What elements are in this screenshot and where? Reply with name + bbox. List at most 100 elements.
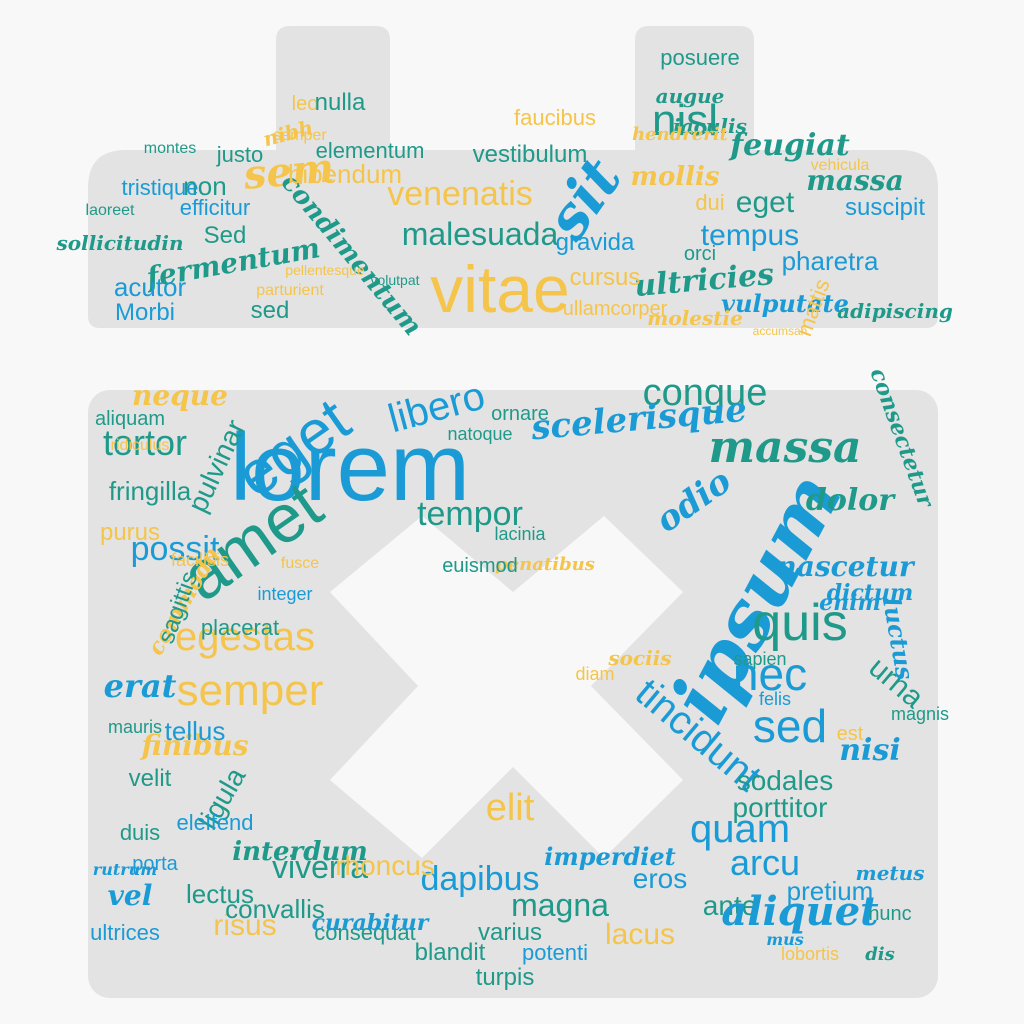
word-dis: dis <box>865 944 895 965</box>
word-interdum: interdum <box>232 837 368 867</box>
word-eget: eget <box>736 186 795 219</box>
word-venenatis: venenatis <box>387 175 533 213</box>
word-morbi: Morbi <box>115 299 175 326</box>
word-aliquet: aliquet <box>721 888 879 935</box>
word-fusce: fusce <box>281 555 319 572</box>
word-acutor: acutor <box>114 272 187 302</box>
word-congue: congue <box>643 372 768 414</box>
word-possit: possit <box>131 530 220 568</box>
word-blandit: blandit <box>415 939 486 966</box>
word-leo: leo <box>292 93 319 115</box>
word-vestibulum: vestibulum <box>473 141 588 168</box>
word-elementum: elementum <box>316 138 425 163</box>
word-arcu: arcu <box>730 842 800 883</box>
word-facilisis: facilisis <box>171 550 229 570</box>
word-ornare: ornare <box>491 403 549 425</box>
word-massa: massa <box>806 164 903 197</box>
word-convallis: convallis <box>225 894 325 924</box>
word-eleifend: eleifend <box>176 810 253 835</box>
word-sem: sem <box>241 144 336 199</box>
word-mauris: mauris <box>108 717 162 737</box>
word-elit: elit <box>486 787 535 829</box>
word-lectus: lectus <box>186 879 254 909</box>
word-sed: sed <box>251 297 290 324</box>
word-iaculis: iaculis <box>673 114 747 138</box>
word-egestas: egestas <box>175 615 315 659</box>
word-potenti: potenti <box>522 940 588 965</box>
word-vulputate: vulputate <box>721 289 849 318</box>
word-semper: semper <box>177 666 324 715</box>
word-porttitor: porttitor <box>733 792 828 823</box>
word-semper: semper <box>273 127 327 144</box>
word-bibendum: bibendum <box>288 159 402 189</box>
word-metus: metus <box>856 861 925 885</box>
x-cutout-shape <box>330 516 683 858</box>
word-tempus: tempus <box>701 219 799 252</box>
word-efficitur: efficitur <box>180 195 251 220</box>
word-dictum: dictum <box>827 580 914 606</box>
word-diam: diam <box>575 664 614 684</box>
word-lorem: lorem <box>230 414 470 521</box>
word-penatibus: penatibus <box>495 554 595 575</box>
word-lacus: lacus <box>605 918 675 951</box>
word-placerat: placerat <box>201 615 279 640</box>
word-nulla: nulla <box>315 89 366 116</box>
word-nunc: nunc <box>868 903 911 925</box>
word-rutrum: rutrum <box>93 860 157 879</box>
word-eros: eros <box>633 863 687 894</box>
word-nisi: nisi <box>839 733 901 768</box>
battery-x-shape <box>88 26 938 998</box>
word-ullamcorper: ullamcorper <box>563 298 668 320</box>
word-sociis: sociis <box>607 646 671 670</box>
word-lobortis: lobortis <box>781 944 839 964</box>
word-pellentesque: pellentesque <box>285 262 365 278</box>
word-montes: montes <box>144 140 196 157</box>
word-rhoncus: rhoncus <box>335 850 435 881</box>
word-ante: ante <box>703 890 758 921</box>
word-duis: duis <box>120 820 160 845</box>
word-sodales: sodales <box>737 765 834 796</box>
word-faucibus: faucibus <box>514 105 596 130</box>
word-posuere: posuere <box>660 45 740 70</box>
word-feugiat: feugiat <box>728 128 850 163</box>
word-volutpat: volutpat <box>370 272 419 288</box>
word-vel: vel <box>108 879 153 912</box>
word-euismod: euismod <box>442 555 518 577</box>
word-massa: massa <box>708 422 861 473</box>
word-nisl: nisl <box>652 96 718 145</box>
word-pretium: pretium <box>787 876 874 906</box>
word-mollis: mollis <box>630 162 719 192</box>
word-adipiscing: adipiscing <box>837 299 953 323</box>
word-laoreet: laoreet <box>86 202 135 219</box>
word-integer: integer <box>257 584 312 604</box>
word-erat: erat <box>104 667 177 705</box>
word-imperdiet: imperdiet <box>544 842 675 871</box>
word-gravida: gravida <box>556 229 635 256</box>
word-nec: nec <box>733 648 807 700</box>
word-non: non <box>183 171 226 201</box>
word-vitae: vitae <box>430 252 569 326</box>
word-ultrices: ultrices <box>90 920 160 945</box>
word-neque: neque <box>132 379 228 412</box>
word-dolor: dolor <box>806 483 896 518</box>
word-viverra: viverra <box>272 849 368 885</box>
word-orci: orci <box>684 243 716 265</box>
word-dui: dui <box>695 190 724 215</box>
word-est: est <box>837 723 864 745</box>
word-tristique: tristique <box>121 175 198 200</box>
word-pharetra: pharetra <box>782 246 879 276</box>
word-augue: augue <box>656 84 725 108</box>
word-nascetur: nascetur <box>776 550 915 583</box>
word-molestie: molestie <box>647 306 743 330</box>
word-tellus: tellus <box>165 716 226 746</box>
word-aliquam: aliquam <box>95 408 165 430</box>
word-mus: mus <box>766 930 804 949</box>
word-magnis: magnis <box>891 704 949 724</box>
word-fringilla: fringilla <box>109 476 192 506</box>
word-consequat: consequat <box>314 920 416 945</box>
word-magna: magna <box>511 887 609 923</box>
word-malesuada: malesuada <box>402 216 559 252</box>
word-sed: Sed <box>204 222 247 249</box>
word-porta: porta <box>132 853 178 875</box>
